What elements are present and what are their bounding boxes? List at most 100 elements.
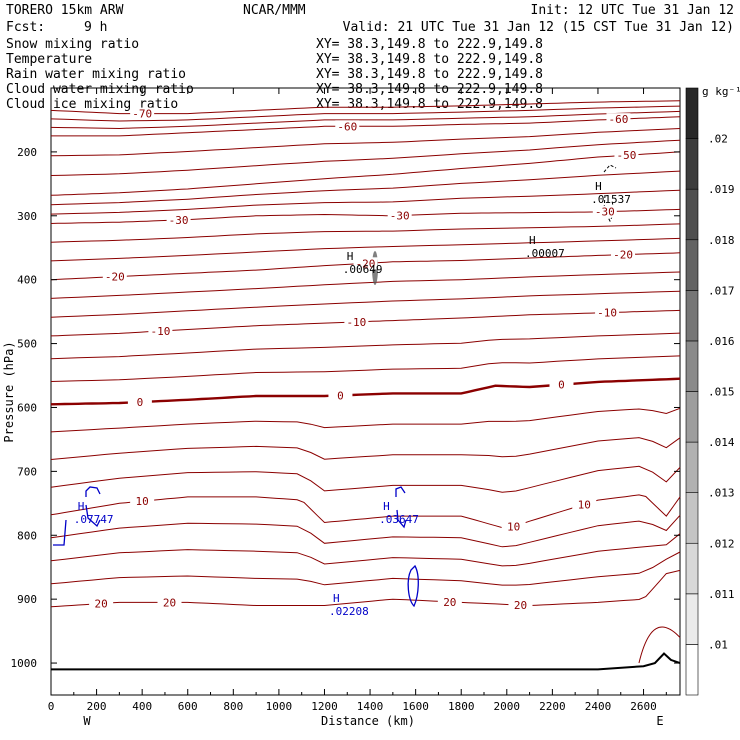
isotherm-label-background xyxy=(437,595,462,608)
y-tick-label: 300 xyxy=(17,210,37,223)
isotherm-label-background xyxy=(328,389,353,402)
x-tick-label: 1800 xyxy=(448,700,475,713)
maximum-marker: H xyxy=(595,180,602,193)
isotherm-label: -50 xyxy=(617,149,637,162)
isotherm-line-intermediate xyxy=(50,139,681,176)
colorbar-swatch xyxy=(685,644,699,696)
field-name-temperature: Temperature xyxy=(6,52,92,67)
isotherm-line xyxy=(50,208,681,224)
maximum-marker: H xyxy=(383,500,390,513)
cloud-water-contour-lower xyxy=(407,564,419,608)
isotherm-label: 10 xyxy=(136,495,149,508)
maximum-value: .01537 xyxy=(591,193,631,206)
maximum-marker: H xyxy=(333,592,340,605)
isotherm-label: 20 xyxy=(95,598,108,611)
field-xy-temperature: XY= 38.3,149.8 to 222.9,149.8 xyxy=(316,52,543,67)
maximum-value: .00649 xyxy=(343,263,383,276)
isotherm-label-background xyxy=(130,107,155,120)
colorbar-swatch xyxy=(685,593,699,645)
header: TORERO 15km ARW NCAR/MMM Init: 12 UTC Tu… xyxy=(6,3,734,35)
isotherm-label-background xyxy=(102,270,127,283)
colorbar-swatch xyxy=(685,188,699,241)
isotherm-label: -10 xyxy=(597,307,617,320)
cloud-water-contour-west xyxy=(53,486,101,546)
isotherm-line-intermediate xyxy=(50,110,681,130)
x-tick-label: 600 xyxy=(178,700,198,713)
isotherm-label: -20 xyxy=(613,249,633,262)
colorbar-label: .018 xyxy=(708,234,735,247)
colorbar-swatch xyxy=(685,239,699,291)
isotherm-line xyxy=(50,100,681,115)
x-tick-label: 1200 xyxy=(311,700,338,713)
isotherm-line-intermediate xyxy=(50,514,681,548)
isotherm-line-intermediate xyxy=(50,407,681,433)
x-tick-label: 2000 xyxy=(494,700,521,713)
isotherm-label: 20 xyxy=(443,596,456,609)
isotherm-label: -60 xyxy=(337,120,357,133)
isotherm-label: -20 xyxy=(105,271,125,284)
isotherm-line xyxy=(50,377,681,406)
isotherm-line-intermediate xyxy=(50,465,681,493)
center-title: NCAR/MMM xyxy=(243,3,306,18)
colorbar: .01 .011 .012 .013 .014 .015 .016 .017 .018 .019.… xyxy=(685,85,740,696)
isotherm-label: -70 xyxy=(132,108,152,121)
isotherm-label: 10 xyxy=(507,521,520,534)
isotherm-label-background xyxy=(508,599,533,612)
isotherm-line-intermediate xyxy=(50,332,681,360)
plot-frame xyxy=(50,87,681,696)
colorbar-label: .014 xyxy=(708,436,735,449)
isotherm-label: -60 xyxy=(609,113,629,126)
terrain-surface xyxy=(51,626,681,671)
y-tick-label: 600 xyxy=(17,401,37,414)
y-axis-label: Pressure (hPa) xyxy=(2,341,16,442)
colorbar-swatch xyxy=(685,542,699,595)
isotherm-label-background xyxy=(353,257,378,270)
x-tick-label: 200 xyxy=(87,700,107,713)
isotherm-label-background xyxy=(572,498,597,511)
isotherm-label-background xyxy=(166,213,191,226)
colorbar-swatch xyxy=(685,340,699,392)
x-tick-label: 1000 xyxy=(266,700,293,713)
colorbar-label: .015 xyxy=(708,386,735,399)
field-name-rain: Rain water mixing ratio xyxy=(6,67,186,82)
isotherm-label: -10 xyxy=(346,316,366,329)
isotherm-line-intermediate xyxy=(50,271,681,299)
isotherm-label-background xyxy=(130,495,155,508)
isotherm-label-background xyxy=(157,596,182,609)
field-name-snow: Snow mixing ratio xyxy=(6,37,139,52)
x-tick-label: 2600 xyxy=(630,700,657,713)
isotherm-line-intermediate xyxy=(50,223,681,243)
terrain-line xyxy=(51,652,681,671)
maximum-value: .00007 xyxy=(525,247,565,260)
colorbar-label: .016 xyxy=(708,335,735,348)
isotherm-label: 20 xyxy=(163,596,176,609)
isotherm-line-intermediate xyxy=(50,170,681,206)
isotherm-label-background xyxy=(127,396,152,409)
isotherm-line-intermediate xyxy=(50,105,681,122)
isotherm-label-background xyxy=(501,520,526,533)
isotherm-label-background xyxy=(344,315,369,328)
temperature-isotherms xyxy=(50,100,681,608)
x-tick-label: 1600 xyxy=(402,700,429,713)
field-xy-rain: XY= 38.3,149.8 to 222.9,149.8 xyxy=(316,67,543,82)
isotherm-label-background xyxy=(335,120,360,133)
x-tick-label: 2400 xyxy=(585,700,612,713)
isotherm-label: -30 xyxy=(390,210,410,223)
colorbar-label: .012 xyxy=(708,537,735,550)
colorbar-swatch xyxy=(685,290,699,342)
isotherm-label: 0 xyxy=(558,379,565,392)
y-tick-label: 900 xyxy=(17,593,37,606)
y-tick-label: 500 xyxy=(17,338,37,351)
maxima-markers: H.07747H.03647H.02208H.00649H.00007H.015… xyxy=(74,180,631,618)
field-xy-cloud-water: XY= 38.3,149.8 to 222.9,149.8 xyxy=(316,82,543,97)
maximum-value: .07747 xyxy=(74,513,114,526)
isotherm-line-intermediate xyxy=(50,237,681,262)
y-tick-label: 800 xyxy=(17,529,37,542)
field-list: Snow mixing ratio XY= 38.3,149.8 to 222.… xyxy=(6,37,543,112)
field-xy-cloud-ice: XY= 38.3,149.8 to 222.9,149.8 xyxy=(316,97,543,112)
isotherm-line xyxy=(50,151,681,196)
colorbar-swatch xyxy=(685,87,699,139)
isotherm-label-background xyxy=(595,306,620,319)
y-tick-label: 700 xyxy=(17,465,37,478)
